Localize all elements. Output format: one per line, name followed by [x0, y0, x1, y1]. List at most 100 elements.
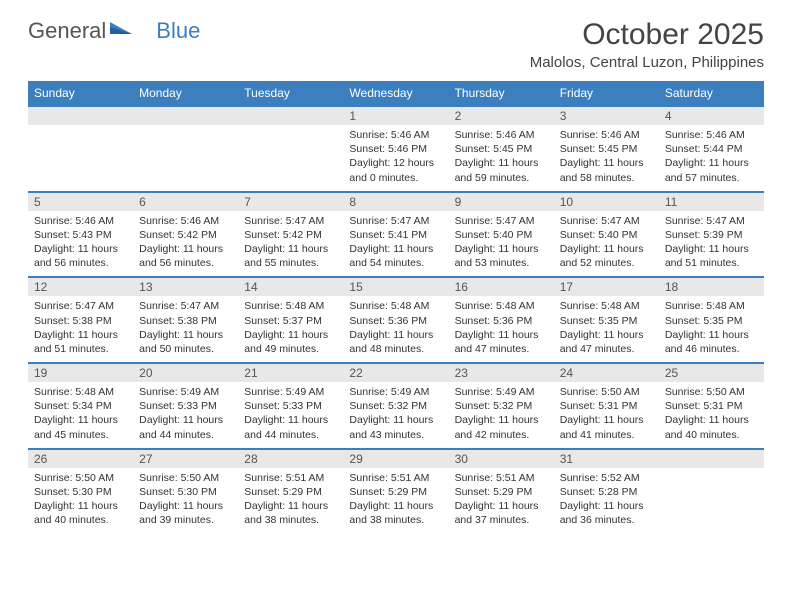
dayname-friday: Friday	[554, 81, 659, 106]
day-line: Daylight: 11 hours	[349, 328, 442, 342]
day-detail: Sunrise: 5:50 AMSunset: 5:31 PMDaylight:…	[554, 382, 659, 448]
day-line: Sunrise: 5:48 AM	[244, 299, 337, 313]
day-line: and 54 minutes.	[349, 256, 442, 270]
day-number: 31	[554, 450, 659, 468]
day-number	[238, 107, 343, 125]
day-detail: Sunrise: 5:48 AMSunset: 5:36 PMDaylight:…	[449, 296, 554, 362]
day-number: 5	[28, 193, 133, 211]
day-line: Daylight: 11 hours	[349, 499, 442, 513]
day-detail: Sunrise: 5:52 AMSunset: 5:28 PMDaylight:…	[554, 468, 659, 534]
flag-icon	[110, 18, 134, 44]
day-number	[28, 107, 133, 125]
day-line: and 51 minutes.	[665, 256, 758, 270]
day-line: and 49 minutes.	[244, 342, 337, 356]
day-line: Sunset: 5:38 PM	[139, 314, 232, 328]
day-detail: Sunrise: 5:51 AMSunset: 5:29 PMDaylight:…	[449, 468, 554, 534]
day-line: Sunset: 5:42 PM	[244, 228, 337, 242]
day-line: Sunrise: 5:47 AM	[560, 214, 653, 228]
day-detail: Sunrise: 5:46 AMSunset: 5:45 PMDaylight:…	[554, 125, 659, 191]
day-number: 30	[449, 450, 554, 468]
day-number: 25	[659, 364, 764, 382]
day-cell: 4Sunrise: 5:46 AMSunset: 5:44 PMDaylight…	[659, 106, 764, 192]
day-line: Sunset: 5:32 PM	[455, 399, 548, 413]
day-cell: 14Sunrise: 5:48 AMSunset: 5:37 PMDayligh…	[238, 277, 343, 363]
day-line: Sunset: 5:45 PM	[560, 142, 653, 156]
day-line: and 39 minutes.	[139, 513, 232, 527]
day-detail: Sunrise: 5:46 AMSunset: 5:45 PMDaylight:…	[449, 125, 554, 191]
day-detail: Sunrise: 5:47 AMSunset: 5:42 PMDaylight:…	[238, 211, 343, 277]
day-number	[133, 107, 238, 125]
day-line: and 47 minutes.	[455, 342, 548, 356]
day-detail: Sunrise: 5:49 AMSunset: 5:33 PMDaylight:…	[133, 382, 238, 448]
day-line: Daylight: 11 hours	[665, 156, 758, 170]
day-line: Daylight: 11 hours	[34, 242, 127, 256]
day-line: Daylight: 11 hours	[139, 499, 232, 513]
day-line: Daylight: 11 hours	[139, 413, 232, 427]
day-line: and 44 minutes.	[139, 428, 232, 442]
day-line: Daylight: 11 hours	[244, 242, 337, 256]
day-detail: Sunrise: 5:50 AMSunset: 5:31 PMDaylight:…	[659, 382, 764, 448]
day-cell: 13Sunrise: 5:47 AMSunset: 5:38 PMDayligh…	[133, 277, 238, 363]
day-line: Sunrise: 5:47 AM	[665, 214, 758, 228]
day-line: and 42 minutes.	[455, 428, 548, 442]
day-line: and 52 minutes.	[560, 256, 653, 270]
day-line: Sunrise: 5:51 AM	[349, 471, 442, 485]
dayname-thursday: Thursday	[449, 81, 554, 106]
day-line: Daylight: 11 hours	[560, 413, 653, 427]
day-line: Sunrise: 5:52 AM	[560, 471, 653, 485]
day-line: and 36 minutes.	[560, 513, 653, 527]
day-cell: 28Sunrise: 5:51 AMSunset: 5:29 PMDayligh…	[238, 449, 343, 534]
day-line: Daylight: 11 hours	[244, 499, 337, 513]
day-cell: 18Sunrise: 5:48 AMSunset: 5:35 PMDayligh…	[659, 277, 764, 363]
day-line: Daylight: 11 hours	[34, 328, 127, 342]
day-detail: Sunrise: 5:47 AMSunset: 5:40 PMDaylight:…	[554, 211, 659, 277]
day-number: 3	[554, 107, 659, 125]
day-line: and 58 minutes.	[560, 171, 653, 185]
day-line: and 59 minutes.	[455, 171, 548, 185]
day-line: and 50 minutes.	[139, 342, 232, 356]
day-line: Sunrise: 5:50 AM	[139, 471, 232, 485]
week-row: 19Sunrise: 5:48 AMSunset: 5:34 PMDayligh…	[28, 363, 764, 449]
day-number: 1	[343, 107, 448, 125]
day-line: and 57 minutes.	[665, 171, 758, 185]
day-cell: 9Sunrise: 5:47 AMSunset: 5:40 PMDaylight…	[449, 192, 554, 278]
day-number: 18	[659, 278, 764, 296]
day-cell: 17Sunrise: 5:48 AMSunset: 5:35 PMDayligh…	[554, 277, 659, 363]
day-line: Sunrise: 5:48 AM	[455, 299, 548, 313]
day-detail: Sunrise: 5:48 AMSunset: 5:37 PMDaylight:…	[238, 296, 343, 362]
day-line: Daylight: 11 hours	[349, 413, 442, 427]
day-cell	[659, 449, 764, 534]
week-row: 12Sunrise: 5:47 AMSunset: 5:38 PMDayligh…	[28, 277, 764, 363]
day-line: Sunrise: 5:46 AM	[349, 128, 442, 142]
day-line: and 41 minutes.	[560, 428, 653, 442]
day-line: Sunset: 5:30 PM	[34, 485, 127, 499]
day-number: 27	[133, 450, 238, 468]
day-line: Sunrise: 5:46 AM	[560, 128, 653, 142]
day-detail: Sunrise: 5:46 AMSunset: 5:42 PMDaylight:…	[133, 211, 238, 277]
day-number: 9	[449, 193, 554, 211]
day-cell: 27Sunrise: 5:50 AMSunset: 5:30 PMDayligh…	[133, 449, 238, 534]
day-line: Daylight: 11 hours	[455, 499, 548, 513]
day-line: and 56 minutes.	[139, 256, 232, 270]
month-title: October 2025	[530, 18, 764, 52]
day-line: and 44 minutes.	[244, 428, 337, 442]
day-number: 10	[554, 193, 659, 211]
day-number: 28	[238, 450, 343, 468]
day-line: and 48 minutes.	[349, 342, 442, 356]
day-line: Sunrise: 5:46 AM	[455, 128, 548, 142]
day-detail: Sunrise: 5:48 AMSunset: 5:35 PMDaylight:…	[554, 296, 659, 362]
calendar-table: SundayMondayTuesdayWednesdayThursdayFrid…	[28, 81, 764, 533]
day-cell: 6Sunrise: 5:46 AMSunset: 5:42 PMDaylight…	[133, 192, 238, 278]
day-cell: 12Sunrise: 5:47 AMSunset: 5:38 PMDayligh…	[28, 277, 133, 363]
day-number: 15	[343, 278, 448, 296]
day-cell: 23Sunrise: 5:49 AMSunset: 5:32 PMDayligh…	[449, 363, 554, 449]
day-detail: Sunrise: 5:46 AMSunset: 5:44 PMDaylight:…	[659, 125, 764, 191]
day-line: Sunrise: 5:49 AM	[349, 385, 442, 399]
day-cell: 19Sunrise: 5:48 AMSunset: 5:34 PMDayligh…	[28, 363, 133, 449]
day-line: and 38 minutes.	[349, 513, 442, 527]
day-detail: Sunrise: 5:47 AMSunset: 5:38 PMDaylight:…	[133, 296, 238, 362]
day-detail: Sunrise: 5:49 AMSunset: 5:33 PMDaylight:…	[238, 382, 343, 448]
day-line: Sunset: 5:29 PM	[349, 485, 442, 499]
day-line: Sunrise: 5:48 AM	[560, 299, 653, 313]
day-line: Sunrise: 5:48 AM	[665, 299, 758, 313]
